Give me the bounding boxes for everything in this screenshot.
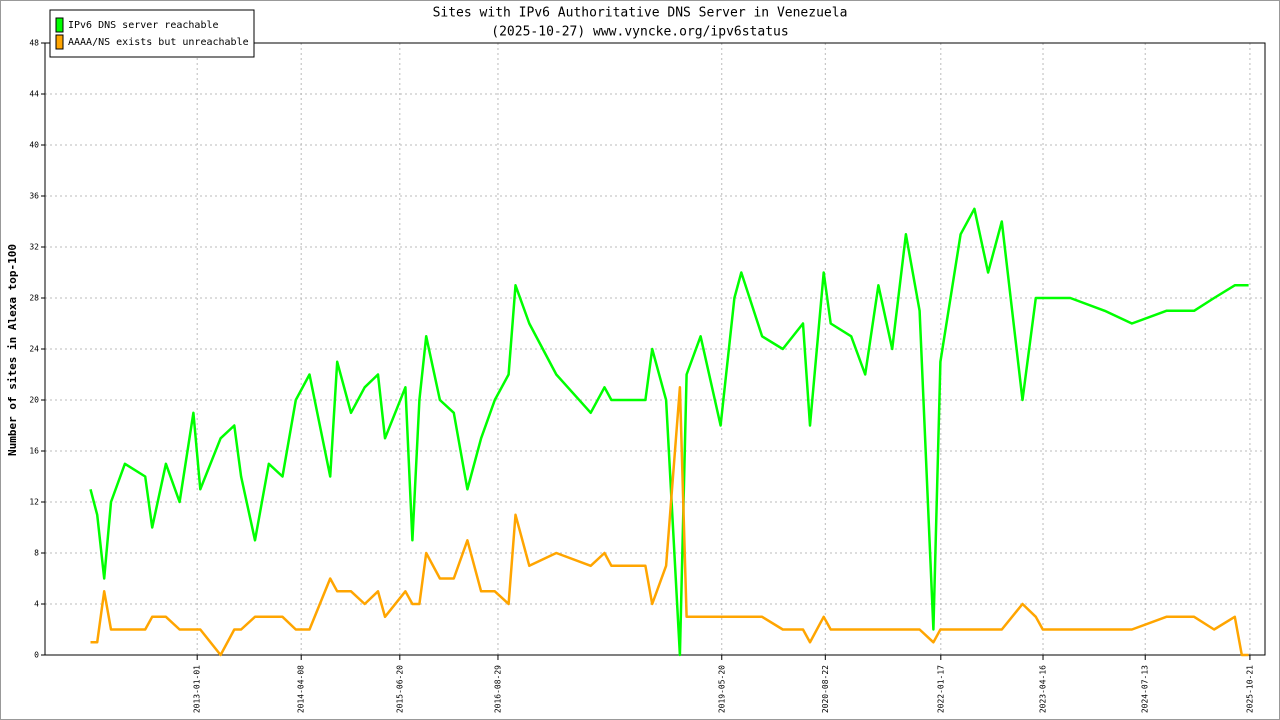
y-tick-label: 40 (29, 141, 39, 150)
chart-subtitle: (2025-10-27) www.vyncke.org/ipv6status (491, 25, 788, 40)
y-tick-label: 28 (29, 294, 39, 303)
x-tick-label: 2014-04-08 (297, 665, 306, 713)
y-tick-label: 0 (34, 651, 39, 660)
legend-box (49, 9, 255, 58)
x-tick-label: 2024-07-13 (1141, 665, 1150, 713)
legend-label: IPv6 DNS server reachable (68, 20, 219, 31)
x-tick-label: 2020-08-22 (821, 665, 830, 713)
y-tick-label: 32 (29, 243, 39, 252)
y-tick-label: 24 (29, 345, 39, 354)
legend-swatch (55, 34, 64, 50)
series-line (90, 386, 1249, 657)
x-tick-label: 2013-01-01 (193, 665, 202, 713)
chart-title: Sites with IPv6 Authoritative DNS Server… (433, 6, 848, 21)
y-tick-label: 8 (34, 549, 39, 558)
y-tick-label: 20 (29, 396, 39, 405)
x-tick-label: 2022-01-17 (936, 665, 945, 713)
y-tick-label: 44 (29, 90, 39, 99)
y-tick-label: 36 (29, 192, 39, 201)
series-line (89, 207, 1249, 657)
y-axis-label: Number of sites in Alexa top-100 (6, 244, 19, 456)
legend-swatch (55, 17, 64, 33)
x-tick-label: 2023-04-16 (1039, 665, 1048, 713)
x-tick-label: 2019-05-20 (717, 665, 726, 713)
plot-area (44, 42, 1266, 656)
y-tick-label: 12 (29, 498, 39, 507)
y-tick-label: 16 (29, 447, 39, 456)
y-tick-label: 4 (34, 600, 39, 609)
x-tick-label: 2015-06-20 (395, 665, 404, 713)
x-tick-label: 2025-10-21 (1245, 665, 1254, 713)
y-tick-label: 48 (29, 39, 39, 48)
legend-label: AAAA/NS exists but unreachable (68, 37, 249, 48)
x-tick-label: 2016-08-29 (493, 665, 502, 713)
